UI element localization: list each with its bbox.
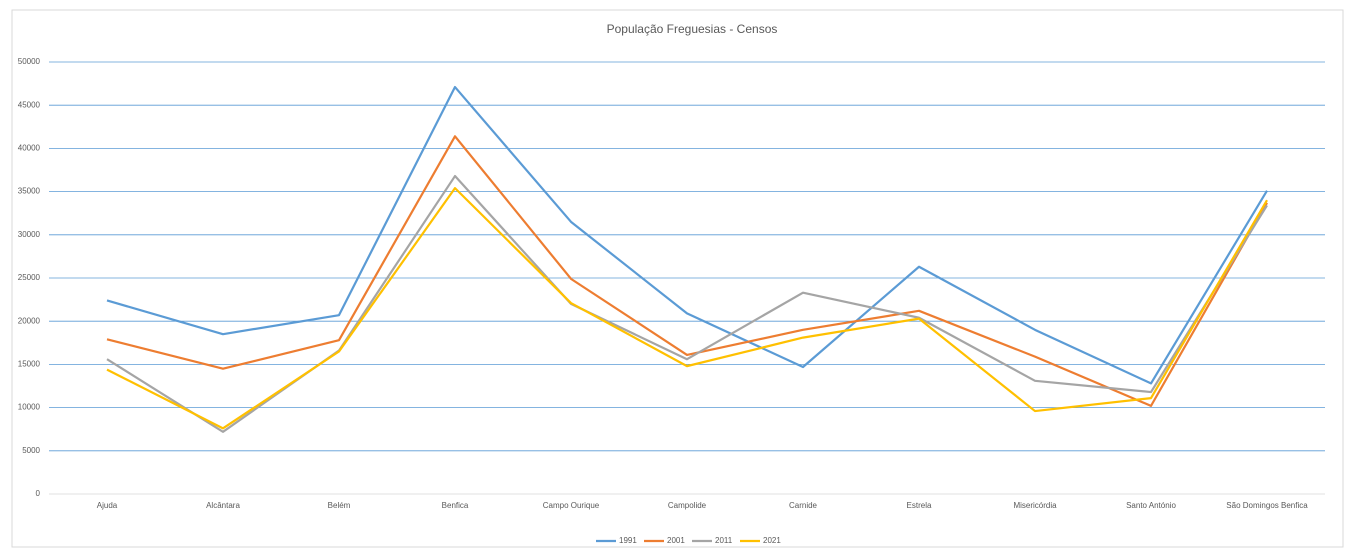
legend-label: 2011 <box>715 536 733 545</box>
y-tick-label: 25000 <box>18 273 41 282</box>
y-tick-label: 10000 <box>18 403 41 412</box>
x-tick-label: Estrela <box>907 501 932 510</box>
x-tick-label: Alcântara <box>206 501 240 510</box>
y-tick-label: 45000 <box>18 100 41 109</box>
x-tick-label: Belém <box>328 501 351 510</box>
x-tick-label: Ajuda <box>97 501 118 510</box>
y-tick-label: 0 <box>36 489 41 498</box>
series-line <box>106 85 1268 385</box>
chart-border <box>11 9 1344 548</box>
series-line <box>106 187 1268 430</box>
x-tick-label: Santo António <box>1126 501 1176 510</box>
y-tick-label: 35000 <box>18 187 41 196</box>
x-tick-label: Campolide <box>668 501 707 510</box>
x-tick-label: São Domingos Benfica <box>1226 501 1308 510</box>
series-line <box>106 135 1268 407</box>
y-tick-label: 20000 <box>18 316 41 325</box>
x-tick-label: Benfica <box>442 501 469 510</box>
y-tick-label: 40000 <box>18 144 41 153</box>
y-tick-label: 50000 <box>18 57 41 66</box>
legend-label: 2021 <box>763 536 781 545</box>
y-tick-label: 15000 <box>18 360 41 369</box>
x-tick-label: Misericórdia <box>1013 501 1057 510</box>
x-tick-label: Carnide <box>789 501 818 510</box>
legend-label: 1991 <box>619 536 637 545</box>
y-tick-label: 30000 <box>18 230 41 239</box>
y-tick-label: 5000 <box>22 446 40 455</box>
chart-title: População Freguesias - Censos <box>607 22 778 36</box>
x-tick-label: Campo Ourique <box>543 501 600 510</box>
legend-label: 2001 <box>667 536 685 545</box>
